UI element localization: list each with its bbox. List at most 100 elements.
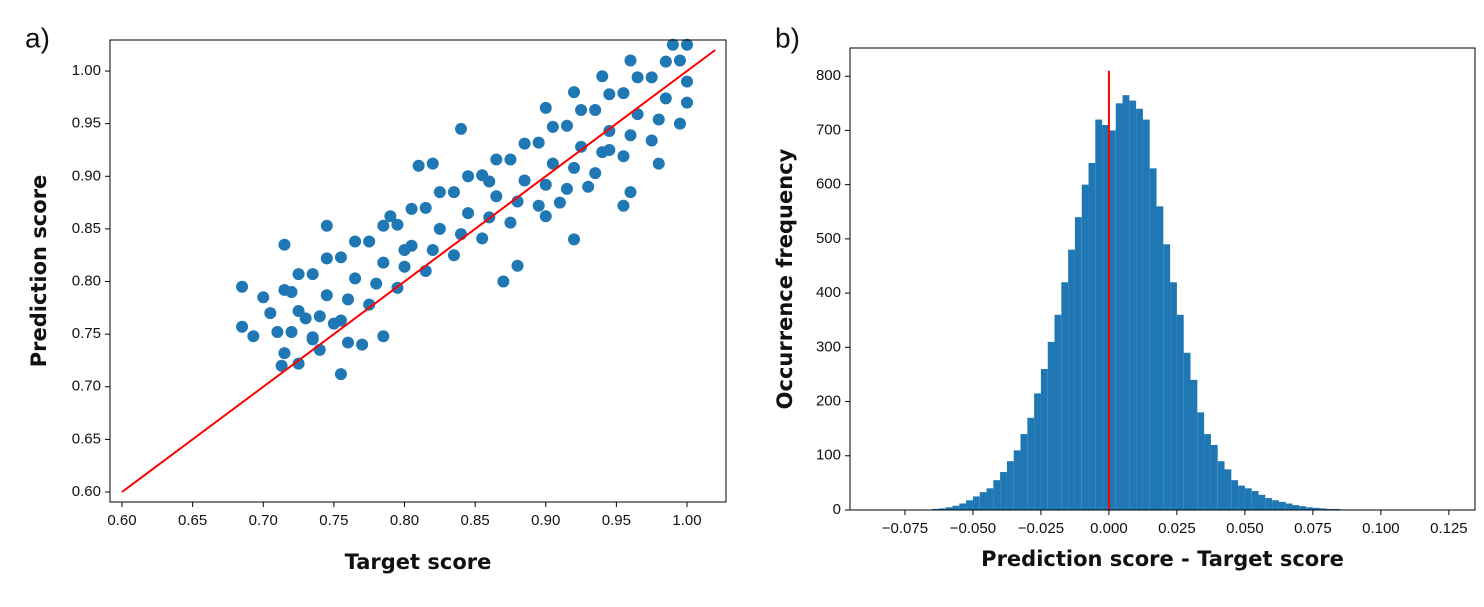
bar bbox=[1251, 491, 1259, 510]
bar bbox=[932, 508, 939, 510]
y-tick-label: 0.60 bbox=[72, 483, 101, 500]
point bbox=[412, 159, 425, 172]
point bbox=[247, 330, 260, 343]
point bbox=[462, 207, 475, 220]
bar bbox=[1258, 494, 1266, 510]
bar bbox=[1129, 100, 1137, 510]
bar bbox=[1163, 244, 1171, 510]
bar bbox=[1115, 103, 1123, 510]
point bbox=[306, 333, 319, 346]
point bbox=[582, 180, 595, 193]
bar bbox=[1074, 217, 1082, 510]
point bbox=[426, 157, 439, 170]
point bbox=[518, 137, 531, 150]
bar bbox=[1204, 434, 1211, 510]
y-tick-label: 0.95 bbox=[72, 115, 101, 132]
x-tick-label: 0.85 bbox=[461, 512, 490, 529]
bar bbox=[1292, 505, 1300, 510]
bar bbox=[1034, 393, 1041, 510]
x-tick-label: 0.000 bbox=[1090, 520, 1128, 537]
bar bbox=[1333, 508, 1341, 510]
point bbox=[589, 103, 602, 116]
point bbox=[377, 219, 390, 232]
point bbox=[299, 312, 312, 325]
x-tick-label: −0.075 bbox=[882, 520, 928, 537]
point bbox=[546, 157, 559, 170]
bar bbox=[1142, 119, 1150, 511]
point bbox=[681, 96, 694, 109]
point bbox=[659, 55, 672, 68]
point bbox=[433, 186, 446, 199]
point bbox=[589, 167, 602, 180]
bar bbox=[1054, 314, 1062, 510]
point bbox=[603, 143, 616, 156]
y-tick-label: 0.65 bbox=[72, 430, 101, 447]
point bbox=[320, 252, 333, 265]
bar bbox=[1102, 125, 1109, 510]
bar bbox=[1047, 341, 1055, 510]
point bbox=[433, 222, 446, 235]
y-tick-label: 500 bbox=[816, 230, 841, 247]
point bbox=[405, 202, 418, 215]
point bbox=[285, 326, 298, 339]
point bbox=[334, 251, 347, 264]
bar bbox=[1088, 162, 1096, 510]
point bbox=[539, 178, 552, 191]
point bbox=[673, 54, 686, 67]
point bbox=[568, 233, 581, 246]
point bbox=[349, 272, 362, 285]
point bbox=[391, 218, 404, 231]
x-tick-label: 0.90 bbox=[531, 512, 560, 529]
point bbox=[462, 170, 475, 183]
point bbox=[652, 157, 665, 170]
point bbox=[624, 129, 637, 142]
bar bbox=[979, 492, 987, 510]
x-axis-title: Target score bbox=[345, 550, 492, 574]
bar bbox=[1326, 508, 1334, 510]
point bbox=[320, 289, 333, 302]
point bbox=[652, 113, 665, 126]
point bbox=[659, 92, 672, 105]
bar bbox=[1231, 480, 1239, 510]
point bbox=[271, 326, 284, 339]
bar bbox=[1224, 469, 1232, 510]
point bbox=[363, 298, 376, 311]
bar bbox=[1244, 488, 1252, 510]
point bbox=[275, 359, 288, 372]
point bbox=[334, 368, 347, 381]
point bbox=[490, 190, 503, 203]
y-tick-label: 1.00 bbox=[72, 62, 101, 79]
bar bbox=[1265, 498, 1273, 510]
point bbox=[292, 268, 305, 281]
bar bbox=[1190, 379, 1198, 510]
bar bbox=[1081, 184, 1089, 510]
bar bbox=[1217, 461, 1225, 510]
point bbox=[264, 307, 277, 320]
point bbox=[546, 120, 559, 133]
point bbox=[539, 101, 552, 114]
point bbox=[624, 186, 637, 199]
point bbox=[603, 125, 616, 138]
point bbox=[532, 199, 545, 212]
x-tick-label: 1.00 bbox=[672, 512, 701, 529]
point bbox=[603, 88, 616, 101]
x-tick-label: 0.100 bbox=[1362, 520, 1400, 537]
point bbox=[447, 249, 460, 262]
bar bbox=[1108, 130, 1116, 510]
point bbox=[236, 280, 249, 293]
bar bbox=[1272, 500, 1279, 510]
x-tick-label: 0.60 bbox=[107, 512, 136, 529]
y-tick-label: 200 bbox=[816, 393, 841, 410]
bar bbox=[1238, 485, 1245, 510]
point bbox=[278, 238, 291, 251]
point bbox=[490, 153, 503, 166]
point bbox=[349, 235, 362, 248]
y-tick-label: 0.85 bbox=[72, 220, 101, 237]
point bbox=[377, 256, 390, 269]
x-tick-label: −0.050 bbox=[950, 520, 996, 537]
y-tick-label: 600 bbox=[816, 176, 841, 193]
point bbox=[398, 260, 411, 273]
y-tick-label: 700 bbox=[816, 121, 841, 138]
bar bbox=[945, 507, 953, 510]
